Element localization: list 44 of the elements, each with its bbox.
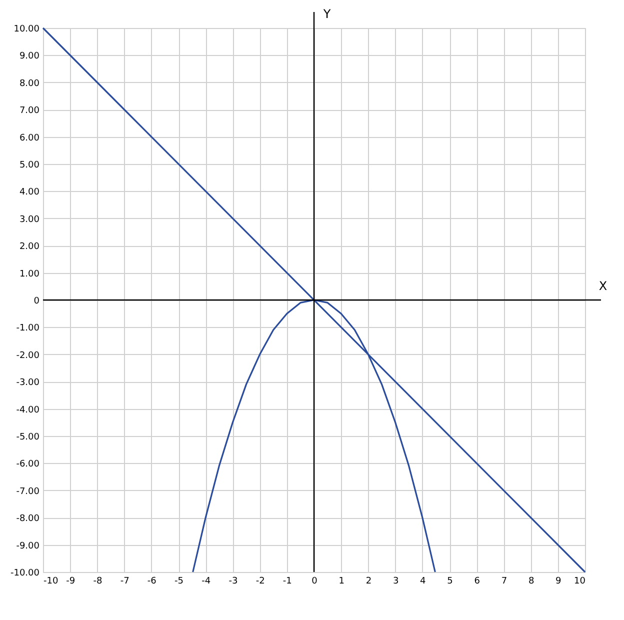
y-tick-label: -7.00 (16, 486, 40, 497)
y-tick-label: -4.00 (16, 405, 40, 416)
x-tick-label: -2 (256, 576, 265, 586)
x-tick-label: 6 (474, 576, 480, 586)
y-tick-label: -9.00 (16, 541, 40, 552)
x-tick-label: 2 (366, 576, 372, 586)
x-tick-label: 3 (392, 576, 399, 586)
x-tick-label: 7 (501, 576, 508, 586)
y-tick-label: -3.00 (16, 378, 40, 388)
y-tick-label: 10.00 (14, 24, 40, 34)
x-tick-label: -7 (120, 576, 130, 586)
x-tick-label: 9 (556, 576, 562, 586)
x-tick-label: 8 (528, 576, 534, 586)
y-tick-label: 3.00 (19, 214, 40, 225)
x-tick-label: 1 (338, 576, 344, 586)
y-tick-label: 0 (34, 296, 40, 306)
y-tick-label: -2.00 (16, 350, 40, 361)
y-tick-label: 1.00 (19, 269, 40, 280)
y-tick-label: -1.00 (16, 324, 40, 334)
y-tick-label: 2.00 (19, 242, 40, 252)
x-tick-label: -9 (66, 576, 76, 586)
x-axis-title: X (598, 279, 608, 293)
x-tick-label: -10 (44, 576, 58, 586)
x-tick-label: -4 (202, 576, 211, 586)
y-tick-label: -5.00 (16, 432, 40, 442)
x-tick-label: -5 (174, 576, 184, 586)
y-tick-label: 9.00 (19, 52, 40, 62)
y-tick-label: 7.00 (19, 106, 40, 116)
x-tick-label: -3 (228, 576, 238, 586)
x-tick-label: -1 (282, 576, 292, 586)
x-tick-label: 4 (420, 576, 426, 586)
x-tick-label: -8 (93, 576, 102, 586)
y-tick-label: -10.00 (10, 568, 40, 578)
y-tick-label: 8.00 (19, 78, 40, 89)
y-tick-label: 4.00 (19, 188, 40, 198)
y-tick-label: 6.00 (19, 133, 40, 144)
y-tick-label: -6.00 (16, 460, 40, 470)
y-axis-title: Y (322, 7, 332, 21)
y-tick-label: -8.00 (16, 514, 40, 524)
x-tick-label: 0 (312, 576, 318, 586)
y-tick-label: 5.00 (19, 160, 40, 170)
x-tick-label: 5 (447, 576, 453, 586)
x-tick-label: 10 (574, 576, 586, 586)
x-tick-label: -6 (147, 576, 157, 586)
